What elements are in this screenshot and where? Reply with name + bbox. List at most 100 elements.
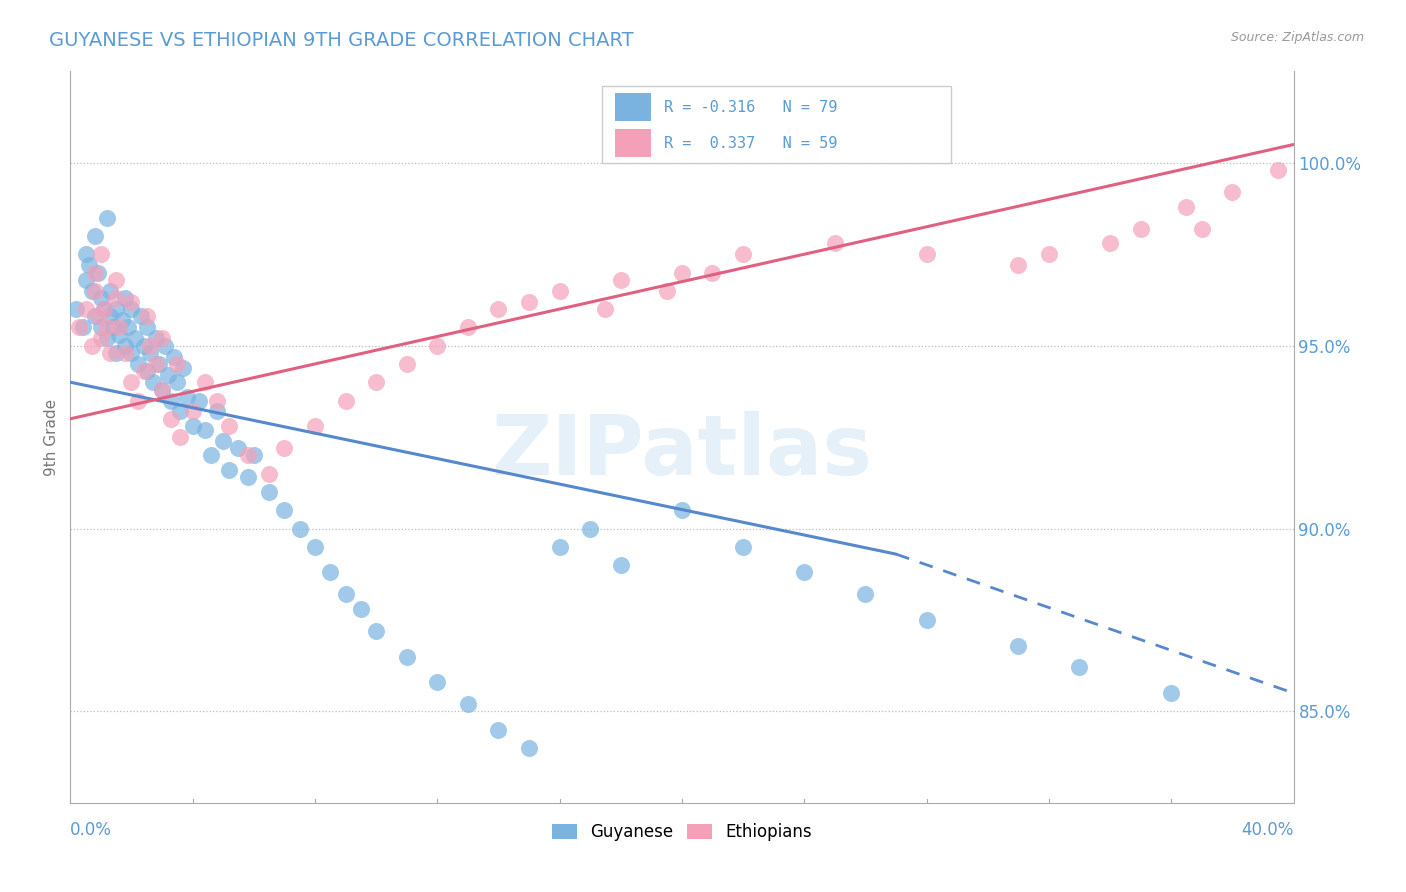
Point — [855, 587, 877, 601]
Point — [105, 291, 128, 305]
Point — [205, 393, 228, 408]
FancyBboxPatch shape — [614, 94, 651, 121]
Point — [83, 284, 105, 298]
Point — [218, 463, 240, 477]
Point — [610, 558, 633, 573]
Point — [366, 624, 388, 638]
Point — [83, 310, 105, 324]
Point — [200, 449, 222, 463]
Point — [1099, 236, 1122, 251]
Point — [319, 566, 342, 580]
Point — [80, 284, 103, 298]
Point — [181, 404, 204, 418]
Point — [101, 320, 124, 334]
Point — [132, 339, 155, 353]
Point — [114, 339, 136, 353]
Point — [132, 364, 155, 378]
Point — [87, 310, 110, 324]
Point — [83, 229, 105, 244]
Point — [176, 390, 198, 404]
Point — [135, 320, 157, 334]
Point — [579, 522, 602, 536]
Point — [205, 404, 228, 418]
Text: ZIPatlas: ZIPatlas — [492, 411, 872, 492]
Point — [83, 266, 105, 280]
Point — [655, 284, 678, 298]
Point — [335, 393, 357, 408]
Point — [124, 331, 146, 345]
Point — [1160, 686, 1182, 700]
Point — [139, 346, 162, 360]
Point — [77, 258, 100, 272]
Point — [72, 320, 94, 334]
Point — [702, 266, 724, 280]
Point — [548, 284, 571, 298]
Point — [1267, 163, 1289, 178]
Point — [733, 247, 755, 261]
Point — [111, 313, 134, 327]
Point — [90, 320, 112, 334]
Point — [793, 566, 815, 580]
Point — [135, 310, 157, 324]
Point — [257, 485, 280, 500]
Point — [98, 310, 121, 324]
Point — [80, 339, 103, 353]
Point — [671, 266, 693, 280]
Text: Source: ZipAtlas.com: Source: ZipAtlas.com — [1230, 31, 1364, 45]
Point — [218, 419, 240, 434]
Point — [153, 339, 176, 353]
Text: R = -0.316   N = 79: R = -0.316 N = 79 — [664, 100, 837, 115]
Text: R =  0.337   N = 59: R = 0.337 N = 59 — [664, 136, 837, 151]
Point — [65, 302, 87, 317]
Point — [75, 302, 97, 317]
Point — [243, 449, 266, 463]
FancyBboxPatch shape — [602, 86, 950, 163]
Point — [1038, 247, 1060, 261]
Point — [517, 741, 540, 756]
Point — [517, 294, 540, 309]
Point — [169, 430, 191, 444]
Point — [157, 368, 180, 382]
Point — [150, 331, 173, 345]
Y-axis label: 9th Grade: 9th Grade — [44, 399, 59, 475]
Point — [426, 339, 449, 353]
Point — [142, 376, 165, 390]
Point — [148, 357, 170, 371]
Point — [457, 697, 479, 711]
Point — [671, 503, 693, 517]
Point — [75, 273, 97, 287]
Point — [595, 302, 617, 317]
Point — [127, 357, 149, 371]
Point — [488, 302, 510, 317]
Point — [1175, 200, 1198, 214]
Point — [395, 357, 418, 371]
Point — [129, 310, 152, 324]
Point — [96, 320, 118, 334]
Point — [610, 273, 633, 287]
Point — [273, 441, 295, 455]
Point — [212, 434, 235, 448]
Point — [335, 587, 357, 601]
Point — [150, 383, 173, 397]
Point — [172, 360, 194, 375]
Point — [915, 247, 938, 261]
Point — [181, 419, 204, 434]
Point — [145, 357, 167, 371]
Point — [105, 302, 128, 317]
Point — [96, 211, 118, 225]
Point — [108, 327, 131, 342]
Point — [121, 376, 143, 390]
FancyBboxPatch shape — [614, 129, 651, 157]
Point — [166, 376, 188, 390]
Legend: Guyanese, Ethiopians: Guyanese, Ethiopians — [544, 814, 820, 849]
Point — [121, 346, 143, 360]
Point — [350, 602, 373, 616]
Point — [105, 346, 128, 360]
Point — [304, 419, 326, 434]
Point — [96, 331, 118, 345]
Point — [145, 331, 167, 345]
Point — [194, 423, 217, 437]
Point — [90, 331, 112, 345]
Point — [366, 376, 388, 390]
Point — [150, 383, 173, 397]
